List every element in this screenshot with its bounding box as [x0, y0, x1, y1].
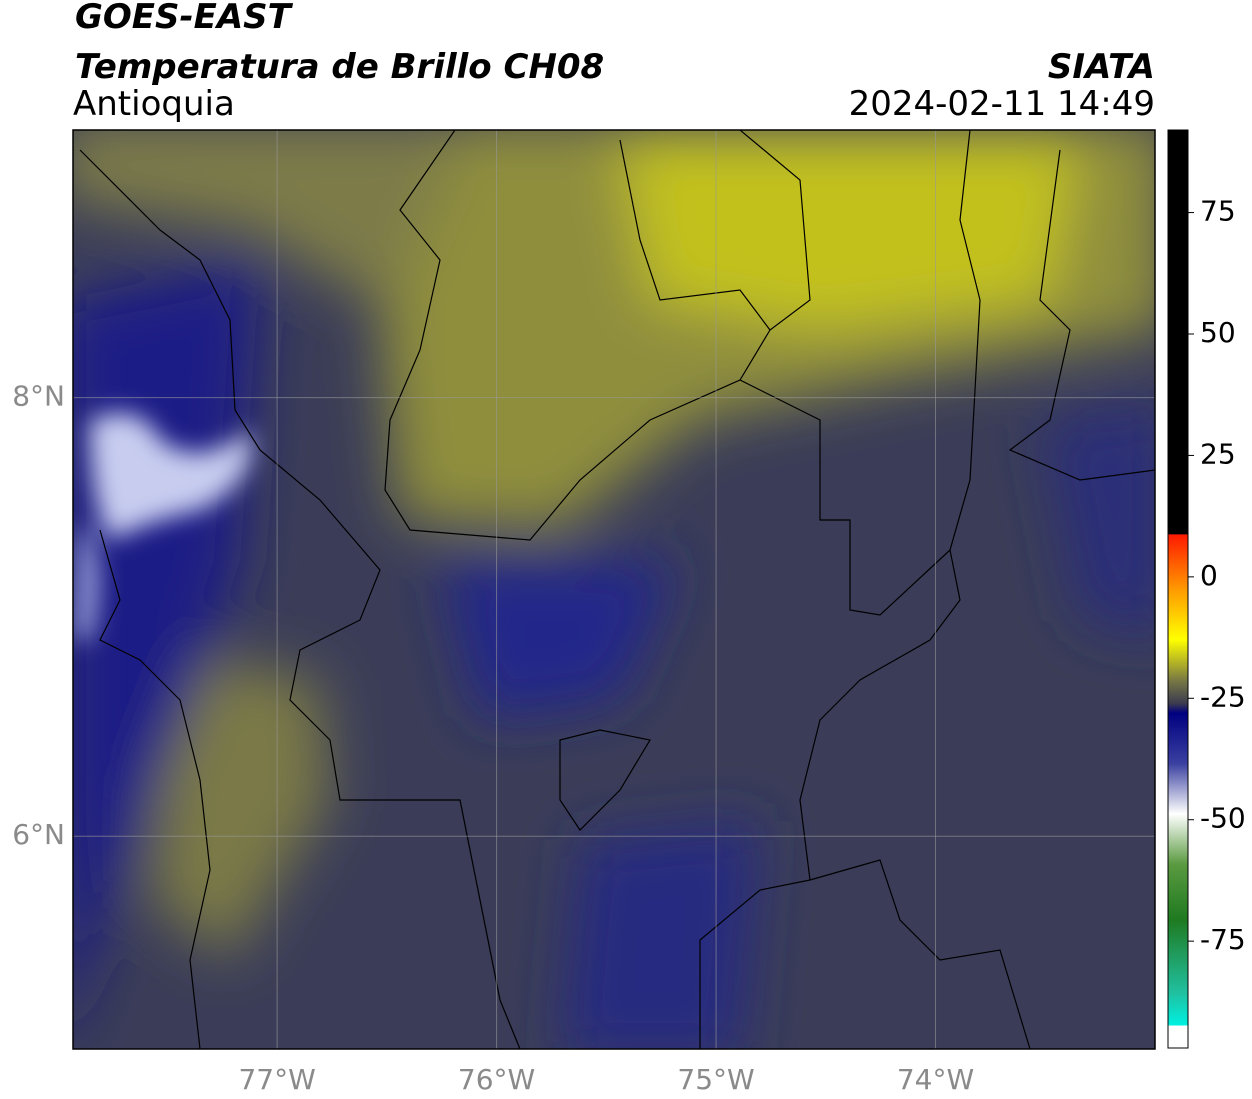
colorbar-tick-label: -25 [1200, 680, 1246, 713]
x-tick-label: 76°W [458, 1063, 535, 1096]
y-tick-label: 6°N [12, 818, 65, 851]
colorbar-tick-label: 0 [1200, 559, 1218, 592]
colorbar-tick-label: -50 [1200, 802, 1246, 835]
graticule: 77°W 76°W 75°W 74°W 8°N 6°N [12, 130, 1155, 1096]
region: Antioquia [73, 84, 235, 124]
subtitle: Temperatura de Brillo CH08 [75, 47, 604, 87]
colorbar-tick-label: 75 [1200, 195, 1236, 228]
timestamp: 2024-02-11 14:49 [849, 84, 1155, 124]
source: SIATA [1048, 47, 1155, 87]
x-tick-label: 74°W [897, 1063, 974, 1096]
satellite-image [73, 130, 1155, 1049]
title: GOES-EAST [75, 0, 294, 37]
map-frame [72, 129, 1156, 1050]
colorbar [1167, 129, 1189, 1049]
colorbar-tick-label: 25 [1200, 437, 1236, 470]
colorbar-tick-label: -75 [1200, 923, 1246, 956]
colorbar-tick-label: 50 [1200, 316, 1236, 349]
x-tick-label: 75°W [677, 1063, 754, 1096]
x-tick-label: 77°W [238, 1063, 315, 1096]
colorbar-ticks: 75 50 25 0 -25 -50 -75 [1188, 195, 1246, 956]
borders [79, 130, 1155, 1049]
y-tick-label: 8°N [12, 380, 65, 413]
